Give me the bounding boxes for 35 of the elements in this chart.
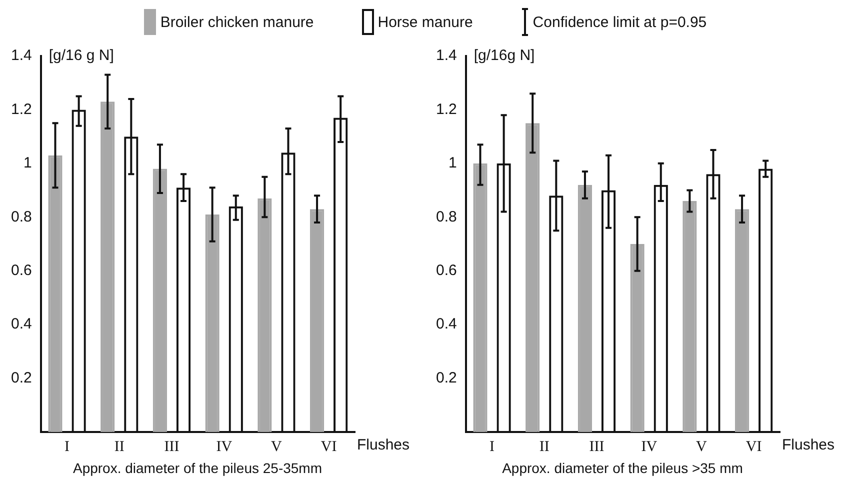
y-tick-label: 0.4	[436, 316, 457, 333]
x-tick-label: I	[490, 438, 495, 455]
text: Approx. diameter of the pileus 25-35mm	[72, 460, 323, 476]
y-tick-label: 0.2	[10, 369, 32, 386]
x-tick-label: III	[164, 438, 180, 455]
y-tick-label: 0.2	[436, 369, 457, 386]
x-tick-label: IV	[641, 438, 658, 455]
y-tick-label: 0.4	[10, 316, 32, 333]
legend-label: Horse manure	[378, 14, 473, 30]
x-tick-label: II	[539, 438, 550, 455]
y-tick-label: 1	[448, 154, 457, 172]
y-tick-label: 1.4	[10, 47, 32, 64]
y-tick-label: 1.2	[10, 100, 32, 118]
y-tick-label: 0.6	[436, 262, 457, 279]
y-tick-label: 0.6	[10, 262, 32, 279]
x-tick-label: IV	[216, 438, 232, 455]
y-axis-title: [g/16g N]	[474, 47, 535, 64]
x-tick-label: VI	[746, 438, 762, 455]
x-tick-label: III	[589, 438, 604, 455]
x-tick-label: V	[271, 438, 282, 455]
y-tick-label: 1.4	[436, 47, 457, 64]
x-tick-label: I	[64, 438, 70, 455]
y-tick-label: 0.8	[10, 208, 32, 226]
y-tick-label: 0.8	[436, 208, 457, 226]
legend-label: Broiler chicken manure	[160, 14, 314, 30]
x-axis-title: Flushes	[782, 436, 835, 454]
x-tick-label: II	[114, 438, 124, 455]
x-tick-label: VI	[320, 438, 337, 455]
x-axis-title: Flushes	[357, 436, 410, 454]
y-tick-label: 1	[24, 154, 32, 172]
y-axis-title: [g/16 g N]	[48, 47, 114, 64]
text: Confidence limit at p=0.95	[532, 14, 707, 30]
text: Approx. diameter of the pileus >35 mm	[501, 460, 744, 476]
x-tick-label: V	[696, 438, 708, 455]
y-tick-label: 1.2	[436, 100, 457, 118]
